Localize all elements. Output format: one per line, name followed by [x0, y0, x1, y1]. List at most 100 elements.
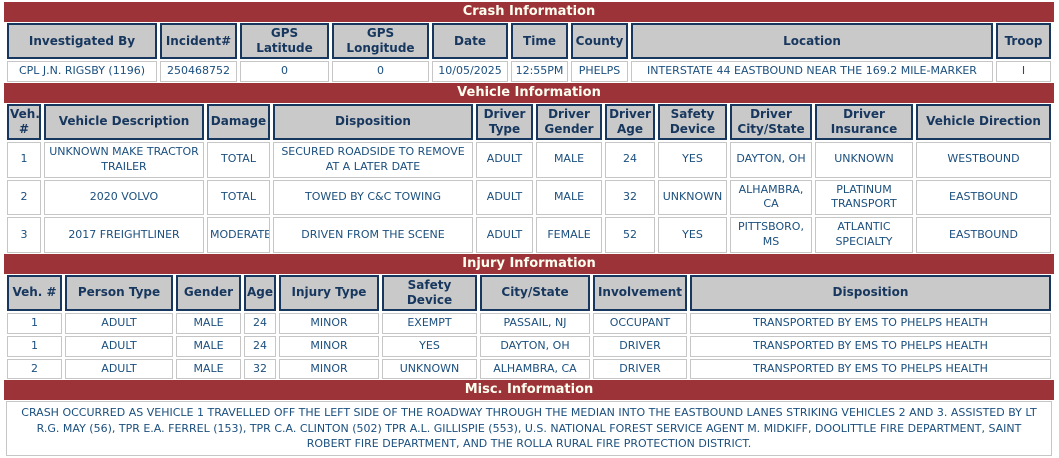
cell: TOTAL — [207, 179, 270, 216]
column-header: City/State — [480, 274, 590, 311]
cell: ADULT — [476, 217, 533, 253]
column-header: Safety Device — [658, 103, 727, 140]
column-header: Vehicle Description — [44, 103, 204, 140]
crash-table-body: CPL J.N. RIGSBY (1196) 250468752 0 0 10/05/2… — [7, 61, 1051, 82]
vehicle-table: Veh. # Vehicle Description Damage Dispositi… — [4, 102, 1054, 255]
column-header: Veh. # — [7, 274, 62, 311]
cell: ADULT — [476, 179, 533, 216]
cell: 10/05/2025 — [432, 61, 508, 82]
cell: MALE — [176, 358, 241, 380]
column-header: Involvement — [593, 274, 687, 311]
cell: UNKNOWN — [382, 358, 477, 380]
cell: 2017 FREIGHTLINER — [44, 217, 204, 253]
cell: TRANSPORTED BY EMS TO PHELPS HEALTH — [690, 358, 1051, 380]
cell: FEMALE — [536, 217, 602, 253]
column-header: Safety Device — [382, 274, 477, 311]
column-header: Time — [511, 23, 568, 59]
cell: YES — [658, 141, 727, 178]
cell: PHELPS — [571, 61, 628, 82]
column-header: Location — [631, 23, 993, 59]
injury-table: Veh. # Person Type Gender Age Injury Type Saf… — [4, 273, 1054, 382]
cell: UNKNOWN — [658, 179, 727, 216]
crash-table: Investigated By Incident# GPS Latitude GPS … — [4, 21, 1054, 84]
cell: ADULT — [476, 141, 533, 178]
column-header: Incident# — [160, 23, 237, 59]
column-header: Disposition — [690, 274, 1051, 311]
column-header: Troop — [996, 23, 1051, 59]
table-row: 1 UNKNOWN MAKE TRACTOR TRAILER TOTAL SECURE… — [7, 141, 1051, 178]
section-title-crash: Crash Information — [4, 2, 1054, 22]
section-title-vehicle: Vehicle Information — [4, 82, 1054, 103]
crash-header-row: Investigated By Incident# GPS Latitude GPS … — [7, 23, 1051, 59]
column-header: Injury Type — [279, 274, 379, 311]
cell: UNKNOWN — [815, 141, 913, 178]
cell: ADULT — [65, 358, 173, 380]
cell: MINOR — [279, 358, 379, 380]
cell: 0 — [240, 61, 329, 82]
table-row: 1 ADULT MALE 24 MINOR EXEMPT PASSAIL, NJ OCCUPA… — [7, 312, 1051, 334]
cell: YES — [382, 335, 477, 357]
cell: 2 — [7, 179, 41, 216]
cell: MINOR — [279, 335, 379, 357]
cell: 32 — [244, 358, 276, 380]
cell: MALE — [536, 141, 602, 178]
cell: ADULT — [65, 335, 173, 357]
cell: MALE — [176, 312, 241, 334]
column-header: Investigated By — [7, 23, 157, 59]
cell: MALE — [176, 335, 241, 357]
cell: DAYTON, OH — [730, 141, 812, 178]
cell: MODERATE — [207, 217, 270, 253]
cell: 12:55PM — [511, 61, 568, 82]
cell: TOWED BY C&C TOWING — [273, 179, 473, 216]
column-header: Veh. # — [7, 103, 41, 140]
cell: EASTBOUND — [916, 217, 1051, 253]
cell: 0 — [332, 61, 429, 82]
cell: PLATINUM TRANSPORT — [815, 179, 913, 216]
column-header: Disposition — [273, 103, 473, 140]
cell: 24 — [605, 141, 655, 178]
column-header: Driver Type — [476, 103, 533, 140]
cell: CPL J.N. RIGSBY (1196) — [7, 61, 157, 82]
cell: 32 — [605, 179, 655, 216]
column-header: Driver Age — [605, 103, 655, 140]
cell: ADULT — [65, 312, 173, 334]
cell: 52 — [605, 217, 655, 253]
column-header: Damage — [207, 103, 270, 140]
cell: ALHAMBRA, CA — [480, 358, 590, 380]
cell: PASSAIL, NJ — [480, 312, 590, 334]
column-header: County — [571, 23, 628, 59]
table-row: CPL J.N. RIGSBY (1196) 250468752 0 0 10/05/2… — [7, 61, 1051, 82]
cell: TRANSPORTED BY EMS TO PHELPS HEALTH — [690, 335, 1051, 357]
cell: INTERSTATE 44 EASTBOUND NEAR THE 169.2 M… — [631, 61, 993, 82]
misc-narrative-text: CRASH OCCURRED AS VEHICLE 1 TRAVELLED OF… — [6, 401, 1052, 456]
cell: 250468752 — [160, 61, 237, 82]
table-row: 3 2017 FREIGHTLINER MODERATE DRIVEN FROM TH… — [7, 217, 1051, 253]
cell: TOTAL — [207, 141, 270, 178]
crash-report: Crash Information Investigated By Inciden… — [4, 2, 1054, 456]
cell: YES — [658, 217, 727, 253]
cell: EXEMPT — [382, 312, 477, 334]
cell: 1 — [7, 312, 62, 334]
cell: EASTBOUND — [916, 179, 1051, 216]
cell: PITTSBORO, MS — [730, 217, 812, 253]
cell: MALE — [536, 179, 602, 216]
cell: ATLANTIC SPECIALTY — [815, 217, 913, 253]
cell: TRANSPORTED BY EMS TO PHELPS HEALTH — [690, 312, 1051, 334]
cell: 24 — [244, 335, 276, 357]
cell: DAYTON, OH — [480, 335, 590, 357]
column-header: Gender — [176, 274, 241, 311]
table-row: 2 2020 VOLVO TOTAL TOWED BY C&C TOWING ADULT… — [7, 179, 1051, 216]
vehicle-header-row: Veh. # Vehicle Description Damage Dispositi… — [7, 103, 1051, 140]
cell: SECURED ROADSIDE TO REMOVE AT A LATER DA… — [273, 141, 473, 178]
cell: DRIVEN FROM THE SCENE — [273, 217, 473, 253]
column-header: Vehicle Direction — [916, 103, 1051, 140]
cell: UNKNOWN MAKE TRACTOR TRAILER — [44, 141, 204, 178]
cell: DRIVER — [593, 335, 687, 357]
cell: 1 — [7, 141, 41, 178]
cell: ALHAMBRA, CA — [730, 179, 812, 216]
cell: 2 — [7, 358, 62, 380]
injury-header-row: Veh. # Person Type Gender Age Injury Type Saf… — [7, 274, 1051, 311]
column-header: GPS Longitude — [332, 23, 429, 59]
column-header: Age — [244, 274, 276, 311]
cell: 2020 VOLVO — [44, 179, 204, 216]
